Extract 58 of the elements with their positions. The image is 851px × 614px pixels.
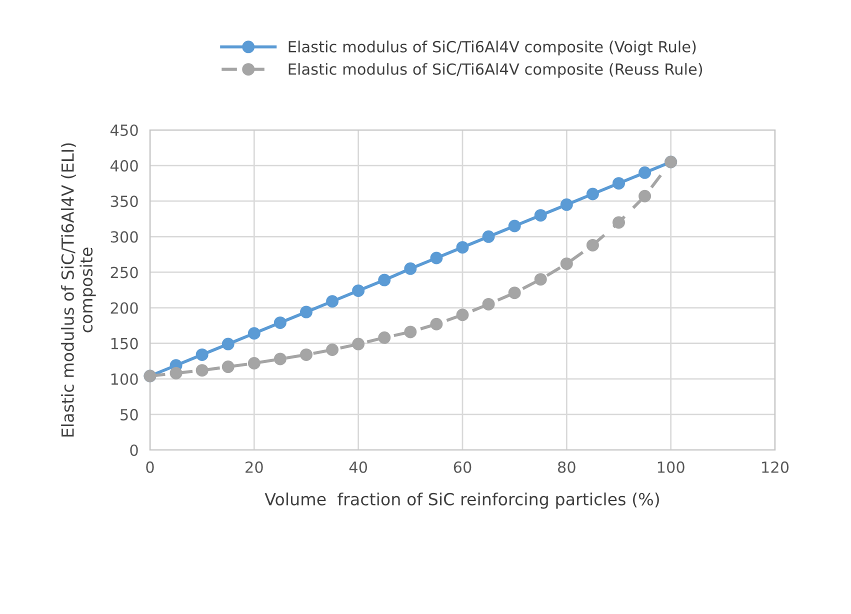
point (508, 220, 521, 232)
legend-label: Elastic modulus of SiC/Ti6Al4V composite (Reuss Rule) (288, 63, 702, 78)
x-tick-label: 80 (558, 461, 576, 473)
point (170, 366, 182, 380)
point (430, 318, 443, 330)
y-tick-label: 100 (111, 373, 138, 385)
point (352, 284, 365, 297)
point (560, 257, 573, 270)
y-tick-label: 450 (110, 124, 138, 136)
point (430, 252, 443, 264)
point (326, 295, 339, 308)
legend-label: Elastic modulus of SiC/Ti6Al4V composite (Voigt Rule) (288, 40, 696, 56)
y-tick-label: 0 (130, 444, 138, 456)
point (638, 166, 652, 179)
point (352, 338, 365, 350)
point (300, 348, 312, 361)
x-tick-label: 120 (762, 461, 789, 473)
point (404, 262, 417, 275)
y-tick-label: 300 (110, 231, 138, 243)
y-axis-title: Elastic modulus of SiC/Ti6Al4V (ELI) composite (61, 143, 96, 436)
point (612, 177, 625, 190)
x-tick-label: 100 (658, 461, 684, 473)
point (586, 238, 599, 252)
point (534, 209, 547, 222)
point (378, 274, 391, 286)
point (456, 308, 469, 322)
point (196, 364, 208, 377)
point (456, 241, 469, 254)
point (300, 306, 312, 318)
point (378, 331, 391, 344)
point (274, 316, 286, 329)
y-tick-label: 50 (120, 408, 138, 420)
x-tick-label: 20 (246, 461, 263, 473)
y-tick-label: 150 (111, 338, 138, 350)
point (222, 360, 234, 374)
point (586, 188, 599, 200)
y-tick-label: 200 (110, 302, 138, 314)
x-tick-label: 0 (146, 461, 154, 473)
x-axis-title: Volume fraction of SiC reinforcing particles (%) (264, 492, 659, 509)
x-tick-label: 40 (349, 461, 368, 473)
point (274, 352, 286, 366)
point (482, 230, 495, 243)
y-tick-label: 350 (110, 196, 138, 208)
y-tick-label: 250 (110, 266, 138, 278)
point (404, 326, 417, 338)
y-tick-label: 400 (110, 160, 138, 172)
point (326, 343, 339, 356)
point (508, 286, 521, 300)
point (534, 273, 547, 286)
point (248, 356, 260, 370)
point (638, 190, 652, 202)
point (196, 348, 208, 361)
point (482, 298, 495, 310)
x-tick-label: 60 (454, 461, 472, 473)
point (560, 198, 573, 211)
point (612, 216, 625, 229)
point (248, 327, 260, 340)
point (222, 338, 234, 350)
